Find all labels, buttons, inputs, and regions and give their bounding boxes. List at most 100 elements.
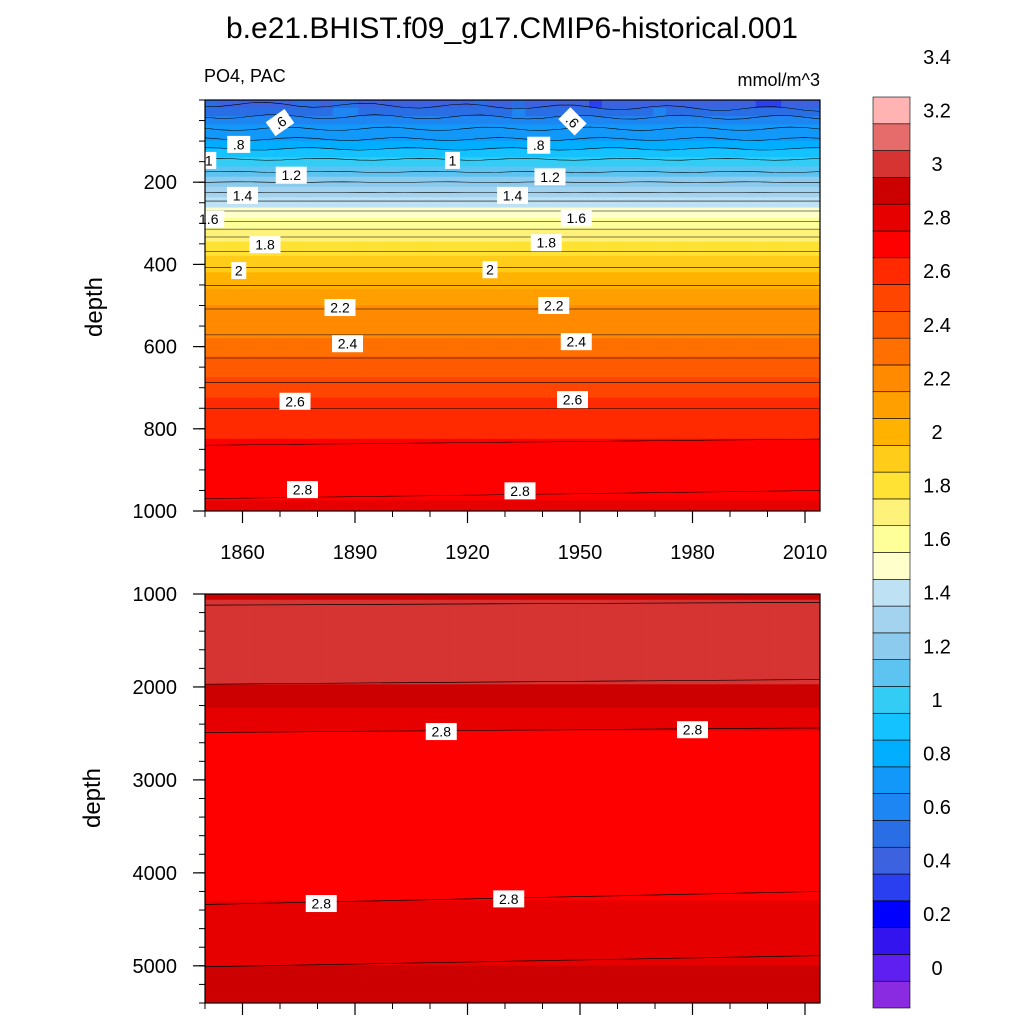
contour-cell xyxy=(422,338,436,358)
contour-cell xyxy=(473,594,488,601)
contour-cell xyxy=(486,140,500,150)
contour-cell xyxy=(653,641,667,685)
contour-cell xyxy=(601,321,616,339)
contour-cell xyxy=(460,730,475,816)
contour-cell xyxy=(781,500,795,511)
contour-cell xyxy=(550,641,565,685)
contour-cell xyxy=(537,116,552,125)
contour-cell xyxy=(268,255,283,273)
contour-cell xyxy=(678,116,693,125)
contour-cell xyxy=(730,599,744,643)
contour-cell xyxy=(589,288,603,306)
contour-cell xyxy=(794,641,808,685)
colorbar-label: 3.2 xyxy=(923,100,951,122)
contour-cell xyxy=(473,900,488,934)
contour-cell xyxy=(640,272,654,290)
contour-cell xyxy=(678,356,693,378)
contour-cell xyxy=(384,965,398,990)
contour-cell xyxy=(486,684,500,709)
contour-cell xyxy=(230,207,244,219)
contour-cell xyxy=(678,377,693,399)
contour-cell xyxy=(230,124,244,134)
contour-cell xyxy=(678,157,693,168)
contour-cell xyxy=(742,459,757,481)
contour-cell xyxy=(601,132,616,142)
contour-cell xyxy=(486,132,500,142)
contour-cell xyxy=(537,321,552,339)
contour-cell xyxy=(576,438,590,460)
contour-label-text: 2.8 xyxy=(499,891,519,907)
contour-cell xyxy=(742,641,757,685)
contour-cell xyxy=(396,229,411,243)
contour-cell xyxy=(640,500,654,511)
contour-cell xyxy=(601,730,616,816)
contour-cell xyxy=(384,641,398,685)
contour-cell xyxy=(358,229,372,243)
contour-cell xyxy=(525,814,539,902)
contour-cell xyxy=(691,197,705,209)
contour-cell xyxy=(601,241,616,257)
contour-cell xyxy=(653,241,667,257)
contour-cell xyxy=(422,207,436,219)
deep-contour-labels: 2.8 2.82.8 2.8 xyxy=(305,721,708,913)
contour-label-box xyxy=(497,186,528,204)
contour-cell xyxy=(717,356,731,378)
contour-cell xyxy=(448,988,462,1003)
contour-cell xyxy=(794,500,808,511)
contour-cell xyxy=(435,438,449,460)
contour-cell xyxy=(294,107,308,117)
contour-cell xyxy=(217,900,231,934)
x-tick-label: 1980 xyxy=(670,542,715,564)
contour-cell xyxy=(742,377,757,399)
contour-cell xyxy=(794,988,808,1003)
contour-cell xyxy=(640,149,654,158)
colorbar-label: 1.8 xyxy=(923,476,951,498)
contour-cell xyxy=(640,100,654,109)
contour-cell xyxy=(691,988,705,1003)
contour-cell xyxy=(255,157,270,168)
contour-cell xyxy=(601,377,616,399)
colorbar-swatch xyxy=(872,284,911,312)
contour-cell xyxy=(473,641,488,685)
contour-cell xyxy=(601,288,616,306)
contour-cell xyxy=(576,356,590,378)
contour-cell xyxy=(678,149,693,158)
contour-cell xyxy=(345,377,360,399)
contour-cell xyxy=(704,965,718,990)
contour-cell xyxy=(614,321,629,339)
colorbar-swatch xyxy=(872,873,911,902)
contour-cell xyxy=(794,900,808,934)
colorbar-label: 2 xyxy=(931,422,942,444)
contour-cell xyxy=(653,321,667,339)
contour-cell xyxy=(563,140,577,150)
contour-cell xyxy=(384,272,398,290)
contour-cell xyxy=(294,207,308,219)
contour-cell xyxy=(614,107,629,117)
contour-cell xyxy=(717,107,731,117)
contour-cell xyxy=(550,418,565,440)
contour-cell xyxy=(525,157,539,168)
contour-cell xyxy=(781,594,795,601)
contour-cell xyxy=(217,707,231,732)
contour-label-text: 2.4 xyxy=(567,334,587,350)
contour-cell xyxy=(435,197,449,209)
colorbar-swatch xyxy=(872,980,911,1009)
contour-cell xyxy=(217,418,231,440)
contour-cell xyxy=(320,166,334,178)
contour-cell xyxy=(307,707,321,732)
contour-cell xyxy=(396,988,411,1003)
contour-cell xyxy=(217,305,231,323)
contour-cell xyxy=(704,641,718,685)
contour-cell xyxy=(435,932,449,967)
contour-cell xyxy=(794,814,808,902)
contour-cell xyxy=(294,116,308,125)
contour-cell xyxy=(653,730,667,816)
contour-label: 2.8 xyxy=(504,482,536,500)
contour-cell xyxy=(396,641,411,685)
contour-cell xyxy=(371,140,385,150)
contour-cell xyxy=(345,107,360,117)
colorbar-swatch xyxy=(872,418,911,446)
contour-cell xyxy=(665,321,680,339)
contour-cell xyxy=(665,377,680,399)
contour-cell xyxy=(627,418,641,440)
